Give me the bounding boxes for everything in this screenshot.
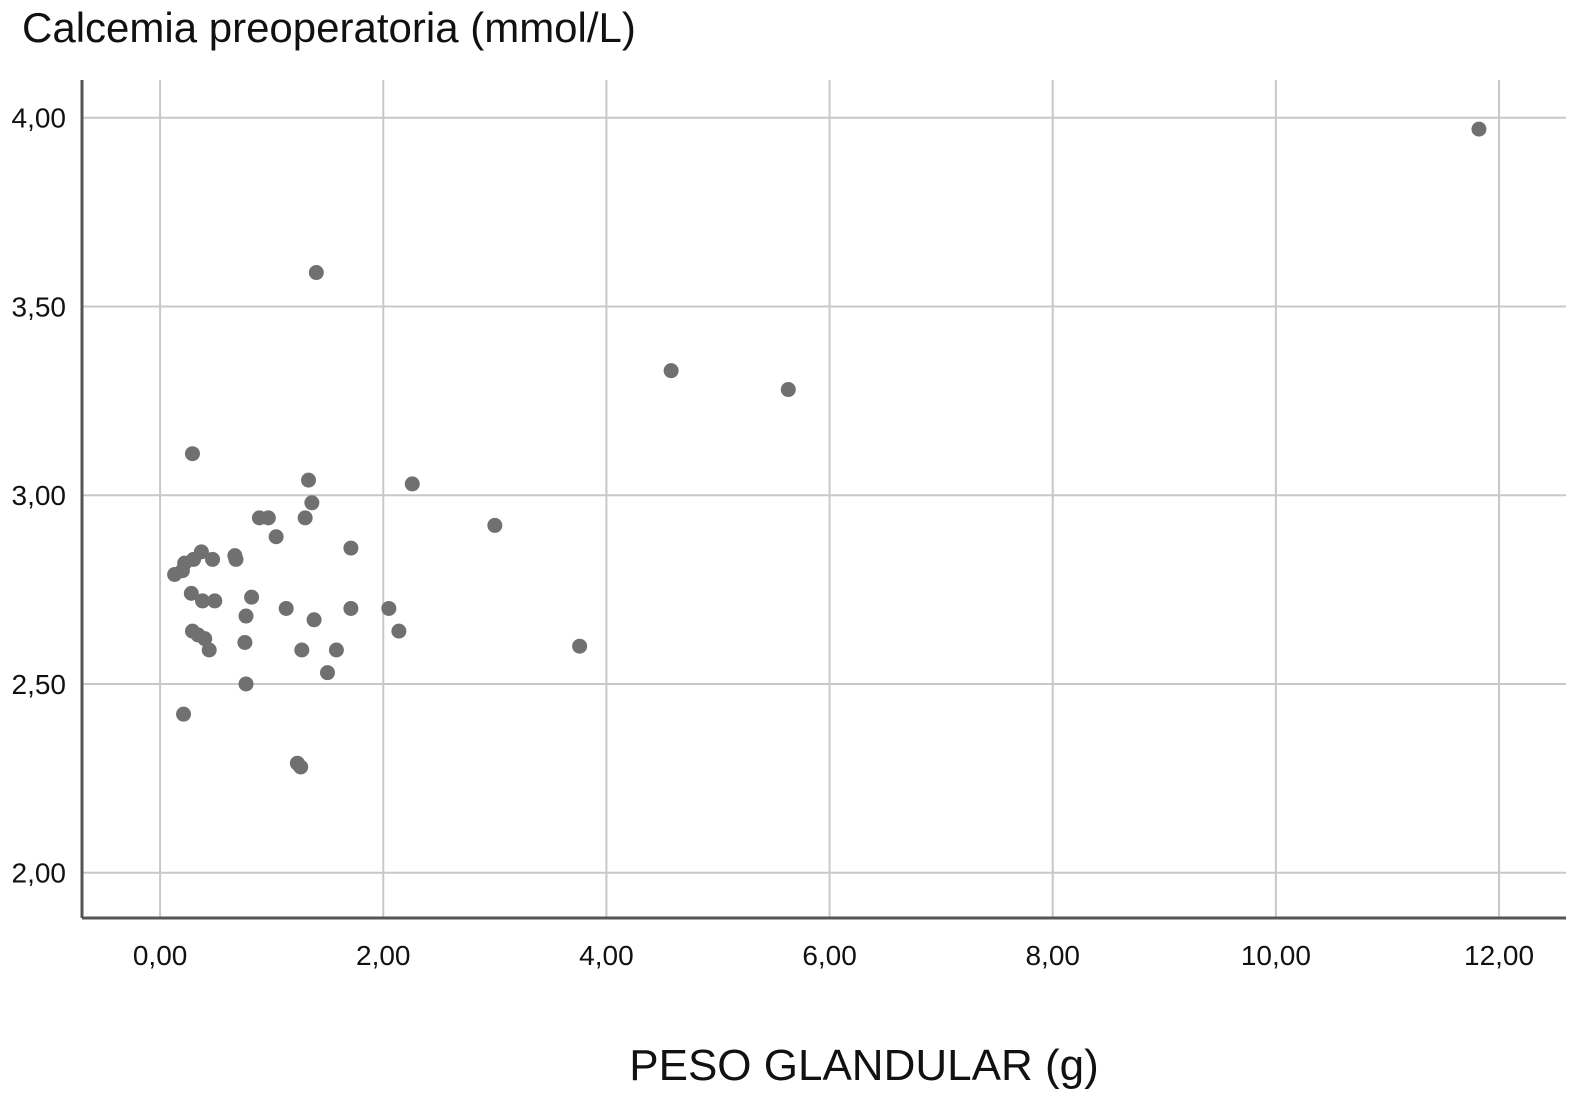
data-point (205, 551, 221, 567)
data-point (207, 593, 223, 609)
data-points (167, 121, 1487, 775)
data-point (663, 363, 679, 379)
data-point (184, 446, 200, 462)
data-point (404, 476, 420, 492)
data-point (306, 612, 322, 628)
data-point (297, 510, 313, 526)
data-point (1471, 121, 1487, 137)
data-point (293, 759, 309, 775)
x-tick-label: 10,00 (1241, 940, 1311, 971)
data-point (343, 600, 359, 616)
data-point (304, 495, 320, 511)
data-point (780, 382, 796, 398)
data-point (343, 540, 359, 556)
data-point (572, 638, 588, 654)
x-tick-label: 12,00 (1464, 940, 1534, 971)
tick-labels: 0,00 2,00 4,00 6,00 8,00 10,00 12,00 2,00 2,50 3,… (12, 103, 1535, 971)
data-point (183, 585, 199, 601)
data-point (201, 642, 217, 658)
grid-lines (82, 80, 1566, 918)
y-tick-label: 3,50 (12, 291, 67, 322)
data-point (238, 608, 254, 624)
y-tick-label: 3,00 (12, 480, 67, 511)
x-tick-label: 8,00 (1025, 940, 1080, 971)
data-point (244, 589, 260, 605)
x-tick-label: 2,00 (356, 940, 411, 971)
data-point (319, 665, 335, 681)
data-point (176, 706, 192, 722)
y-tick-label: 4,00 (12, 103, 67, 134)
data-point (228, 551, 244, 567)
data-point (301, 472, 317, 488)
data-point (278, 600, 294, 616)
data-point (268, 529, 284, 545)
data-point (391, 623, 407, 639)
data-point (294, 642, 310, 658)
data-point (237, 634, 253, 650)
chart-title: Calcemia preoperatoria (mmol/L) (22, 4, 636, 51)
data-point (381, 600, 397, 616)
data-point (328, 642, 344, 658)
x-tick-label: 6,00 (802, 940, 857, 971)
data-point (193, 544, 209, 560)
y-tick-label: 2,00 (12, 858, 67, 889)
data-point (197, 631, 213, 647)
data-point (308, 265, 324, 281)
data-point (260, 510, 276, 526)
x-axis-label: PESO GLANDULAR (g) (629, 1041, 1098, 1090)
data-point (487, 517, 503, 533)
x-tick-label: 4,00 (579, 940, 634, 971)
data-point (195, 593, 211, 609)
data-point (238, 676, 254, 692)
y-tick-label: 2,50 (12, 669, 67, 700)
x-tick-label: 0,00 (133, 940, 188, 971)
